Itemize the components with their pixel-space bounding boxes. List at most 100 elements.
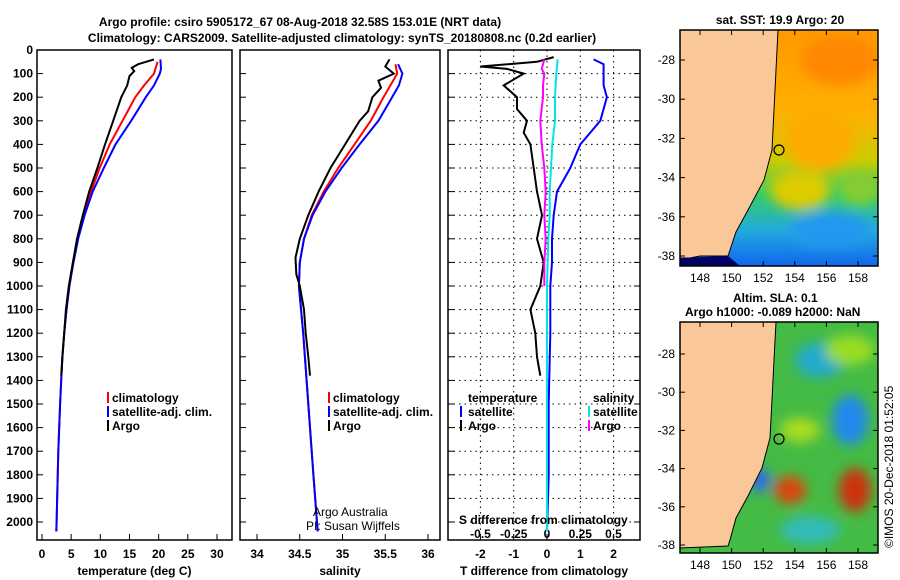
x2-tick-label: -0.25 xyxy=(500,527,528,541)
x-tick-label: 35 xyxy=(336,547,350,561)
legend-argo: Argo xyxy=(112,419,140,433)
lon-tick-label: 158 xyxy=(848,558,868,572)
title-line-1: Argo profile: csiro 5905172_67 08-Aug-20… xyxy=(99,15,501,29)
x2-tick-label: 0.25 xyxy=(569,527,593,541)
lat-tick-label: -30 xyxy=(658,92,676,106)
lon-tick-label: 156 xyxy=(816,558,836,572)
y-tick-label: 2000 xyxy=(6,515,33,529)
legend-swatch-argo xyxy=(328,420,330,431)
lat-tick-label: -34 xyxy=(658,171,676,185)
y-tick-label: 600 xyxy=(13,185,33,199)
x2-tick-label: -0.5 xyxy=(470,527,491,541)
difference-legend: temperature satellite Argo salinity sate… xyxy=(459,391,638,527)
x-tick-label: 10 xyxy=(94,547,108,561)
y-tick-label: 1300 xyxy=(6,350,33,364)
lat-tick-label: -38 xyxy=(658,538,676,552)
lon-tick-label: 154 xyxy=(785,558,805,572)
x-tick-label: 20 xyxy=(152,547,166,561)
legend-swatch-climatology xyxy=(328,392,330,403)
legend-swatch-satellite xyxy=(328,406,330,417)
legend-swatch-argo xyxy=(107,420,109,431)
sla-map: Altim. SLA: 0.1 Argo h1000: -0.089 h2000… xyxy=(658,291,879,572)
x-tick-label: 0 xyxy=(39,547,46,561)
legend-swatch-t-satellite xyxy=(460,406,462,417)
lon-tick-label: 152 xyxy=(753,558,773,572)
x-tick-label: 35.5 xyxy=(374,547,398,561)
y-tick-label: 1400 xyxy=(6,373,33,387)
x2-tick-label: 0.5 xyxy=(605,527,622,541)
plot-frame xyxy=(36,49,233,541)
lat-tick-label: -34 xyxy=(658,462,676,476)
series-satellite-adj-clim- xyxy=(297,63,404,532)
legend-swatch-s-argo xyxy=(588,420,590,431)
x-tick-label: 1 xyxy=(577,547,584,561)
lon-tick-label: 152 xyxy=(753,271,773,285)
credit-org: Argo Australia xyxy=(313,505,388,519)
y-tick-label: 1000 xyxy=(6,279,33,293)
y-tick-label: 1100 xyxy=(7,303,33,317)
lat-tick-label: -36 xyxy=(658,500,676,514)
lat-tick-label: -28 xyxy=(658,53,676,67)
legend-t-argo: Argo xyxy=(468,419,496,433)
y-tick-label: 100 xyxy=(13,67,33,81)
series-argo xyxy=(294,58,396,376)
s-diff-axis-label: S difference from climatology xyxy=(459,513,628,527)
legend-salinity-title: salinity xyxy=(593,391,635,405)
y-tick-label: 900 xyxy=(13,255,33,269)
lat-tick-label: -28 xyxy=(658,347,676,361)
difference-panel: -2 -1 0 1 2 -0.5 -0.25 0 0.25 0.5 T difference fro… xyxy=(447,49,641,578)
x-tick-label: -1 xyxy=(508,547,519,561)
y-tick-label: 1900 xyxy=(6,491,33,505)
lon-tick-label: 150 xyxy=(722,558,742,572)
series-s-satellite xyxy=(546,59,559,532)
x2-tick-label: 0 xyxy=(544,527,551,541)
y-tick-label: 300 xyxy=(13,114,33,128)
lat-tick-label: -36 xyxy=(658,210,676,224)
lon-tick-label: 154 xyxy=(785,271,805,285)
y-tick-label: 0 xyxy=(26,43,33,57)
series-s-argo xyxy=(539,59,547,286)
salinity-panel: 34 34.5 35 35.5 36 salinity xyxy=(239,49,441,578)
title-line-2: Climatology: CARS2009. Satellite-adjuste… xyxy=(88,31,596,45)
y-tick-label: 700 xyxy=(13,208,33,222)
lon-tick-label: 148 xyxy=(690,271,710,285)
y-tick-label: 1700 xyxy=(6,444,33,458)
temperature-legend: climatology satellite-adj. clim. Argo xyxy=(107,391,212,433)
series-t-satellite xyxy=(546,58,608,532)
temperature-panel: 0100200300400500600700800900100011001200… xyxy=(6,43,233,578)
x-tick-label: 30 xyxy=(210,547,224,561)
series-argo xyxy=(60,58,155,376)
credit-pi: PI: Susan Wijffels xyxy=(306,519,400,533)
x-axis-label: salinity xyxy=(319,564,361,578)
land xyxy=(680,322,777,549)
legend-s-satellite: satellite xyxy=(593,405,638,419)
x-tick-label: -2 xyxy=(475,547,486,561)
x-tick-label: 0 xyxy=(544,547,551,561)
y-tick-label: 1600 xyxy=(6,421,33,435)
plot-frame xyxy=(447,49,641,541)
series-climatology xyxy=(55,61,159,532)
legend-t-satellite: satellite xyxy=(468,405,513,419)
legend-swatch-t-argo xyxy=(460,420,462,431)
legend-swatch-climatology xyxy=(107,392,109,403)
sla-map-subtitle: Argo h1000: -0.089 h2000: NaN xyxy=(685,305,860,319)
sst-map-title: sat. SST: 19.9 Argo: 20 xyxy=(716,13,845,27)
y-tick-label: 1800 xyxy=(6,468,33,482)
lat-tick-label: -38 xyxy=(658,249,676,263)
x-axis-label: temperature (deg C) xyxy=(77,564,191,578)
x-axis-label: T difference from climatology xyxy=(460,564,628,578)
lat-tick-label: -32 xyxy=(658,131,676,145)
x-tick-label: 5 xyxy=(68,547,75,561)
legend-temperature-title: temperature xyxy=(468,391,538,405)
bass-strait xyxy=(680,256,740,266)
sla-map-frame xyxy=(679,321,879,554)
y-tick-label: 200 xyxy=(13,90,33,104)
x-tick-label: 15 xyxy=(123,547,137,561)
lon-tick-label: 148 xyxy=(690,558,710,572)
x-tick-label: 2 xyxy=(610,547,617,561)
x-tick-label: 36 xyxy=(421,547,435,561)
legend-swatch-s-satellite xyxy=(588,406,590,417)
x-tick-label: 34.5 xyxy=(288,547,312,561)
plot-frame xyxy=(239,49,441,541)
